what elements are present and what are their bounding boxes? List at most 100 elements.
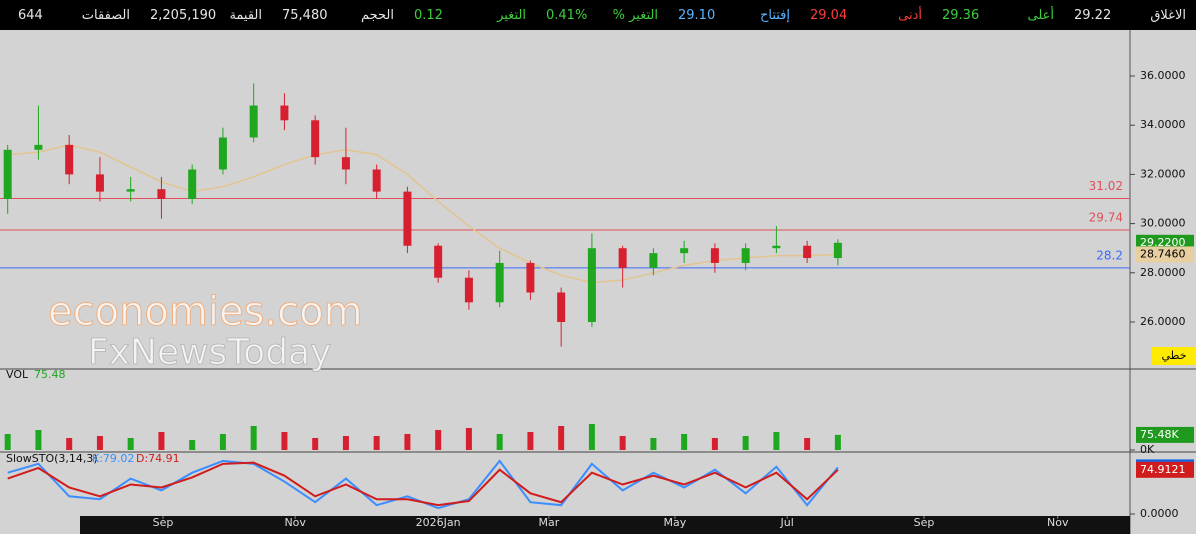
y-tick-label: 36.0000 [1140, 69, 1186, 82]
price-tag-label: 75.48K [1140, 428, 1179, 441]
quote-value: 29.04 [810, 7, 848, 23]
volume-bar [96, 436, 103, 450]
volume-bar [435, 430, 442, 450]
price-tag [1136, 461, 1194, 478]
price-tag [1136, 426, 1194, 443]
volume-bar [834, 434, 841, 450]
volume-bar [619, 436, 626, 450]
candle-body [372, 169, 381, 192]
x-tick-label: Mar [538, 516, 559, 529]
candle-body [157, 189, 166, 199]
volume-bar [588, 424, 595, 450]
quote-label: إفتتاح [759, 7, 790, 23]
quote-item: الاغلاق 29.22 [1064, 0, 1196, 30]
candle-body [526, 262, 535, 293]
volume-bar [281, 432, 288, 450]
quote-label: الاغلاق [1150, 7, 1186, 23]
quote-label: التغير % [612, 7, 658, 23]
chart-style-label[interactable]: خطي [1162, 349, 1187, 362]
chart-style-button[interactable] [1152, 347, 1196, 365]
volume-bar [158, 432, 165, 450]
candle-body [803, 245, 812, 259]
candle-body [772, 245, 781, 249]
volume-bar [189, 440, 196, 450]
price-tag-label: 28.7460 [1140, 247, 1186, 260]
volume-bar [804, 438, 811, 450]
volume-bar [711, 438, 718, 450]
level-label: 31.02 [1089, 179, 1123, 193]
y-tick-label: 28.0000 [1140, 266, 1186, 279]
candle-body [741, 248, 750, 263]
quote-label: التغير [497, 7, 526, 23]
x-tick-label: Jul [780, 516, 794, 529]
quote-value: 2,205,190 [150, 7, 217, 23]
watermark: FxNewsToday [88, 332, 331, 373]
candle-body [557, 292, 566, 322]
volume-bar [404, 434, 411, 450]
candle-body [311, 120, 320, 158]
candle-body [710, 248, 719, 263]
volume-bar [4, 434, 11, 450]
quote-value: 0.12 [414, 7, 443, 23]
quote-item: التغير % 0.41% [536, 0, 668, 30]
candle-body [3, 149, 12, 199]
quote-label: القيمة [229, 7, 262, 23]
x-tick-label: 2026Jan [416, 516, 461, 529]
volume-bar [127, 438, 134, 450]
y-tick-label: 32.0000 [1140, 167, 1186, 180]
candle-body [464, 277, 473, 303]
candle-body [587, 248, 596, 322]
quote-value: 29.22 [1074, 7, 1112, 23]
candle-body [495, 262, 504, 303]
price-tag [1136, 246, 1194, 263]
volume-bar [681, 434, 688, 450]
volume-bar [312, 438, 319, 450]
volume-bar [342, 436, 349, 450]
quote-item: القيمة 2,205,190 [140, 0, 272, 30]
watermark: economies.com [48, 289, 363, 335]
quote-value: 644 [18, 7, 43, 23]
y-tick-label: 0.0000 [1140, 507, 1179, 520]
volume-bar [66, 438, 73, 450]
candle-body [65, 144, 74, 175]
quote-label: أعلى [1027, 7, 1054, 23]
legend-entry: K:79.02 [92, 452, 134, 465]
volume-bar [219, 434, 226, 450]
candle-body [218, 137, 227, 170]
y-tick-label: 34.0000 [1140, 118, 1186, 131]
quote-label: أدنى [898, 7, 922, 23]
quote-item: أدنى 29.04 [800, 0, 932, 30]
x-axis [80, 516, 1130, 534]
y-tick-label: 30.0000 [1140, 217, 1186, 230]
candle-body [280, 105, 289, 121]
volume-bar [373, 436, 380, 450]
x-tick-label: Sep [153, 516, 174, 529]
candle-body [126, 189, 135, 192]
x-tick-label: Nov [284, 516, 306, 529]
stoch-line [7, 461, 839, 507]
x-tick-label: Nov [1047, 516, 1069, 529]
level-label: 29.74 [1089, 210, 1123, 224]
y-tick-label: 26.0000 [1140, 315, 1186, 328]
x-tick-label: Sep [914, 516, 935, 529]
candle-body [618, 248, 627, 268]
quote-value: 29.36 [942, 7, 980, 23]
volume-bar [742, 436, 749, 450]
candle-body [649, 253, 658, 268]
volume-bar [558, 426, 565, 450]
quote-item: إفتتاح 29.10 [668, 0, 800, 30]
right-axis [1130, 30, 1196, 534]
quote-item: التغير 0.12 [404, 0, 536, 30]
candle-body [95, 174, 104, 192]
volume-bar [773, 432, 780, 450]
candle-body [403, 191, 412, 246]
legend-entry: D:74.91 [136, 452, 180, 465]
volume-bar [650, 438, 657, 450]
volume-bar [35, 430, 42, 450]
candle-body [434, 245, 443, 278]
candle-body [341, 157, 350, 170]
volume-bar [250, 426, 257, 450]
price-tag-label: 29.2200 [1140, 236, 1186, 249]
